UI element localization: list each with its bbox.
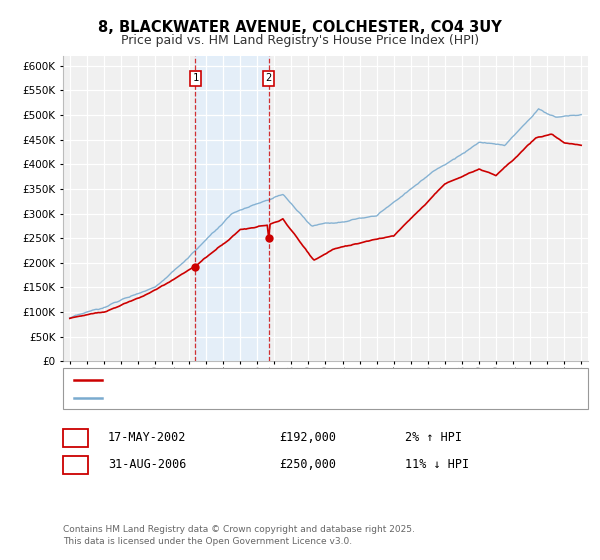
Text: 1: 1: [193, 73, 199, 83]
Text: 8, BLACKWATER AVENUE, COLCHESTER, CO4 3UY (detached house): 8, BLACKWATER AVENUE, COLCHESTER, CO4 3U…: [108, 375, 485, 385]
Text: £192,000: £192,000: [279, 431, 336, 445]
Text: Contains HM Land Registry data © Crown copyright and database right 2025.
This d: Contains HM Land Registry data © Crown c…: [63, 525, 415, 546]
Text: Price paid vs. HM Land Registry's House Price Index (HPI): Price paid vs. HM Land Registry's House …: [121, 34, 479, 46]
Text: 31-AUG-2006: 31-AUG-2006: [108, 458, 187, 472]
Text: HPI: Average price, detached house, Colchester: HPI: Average price, detached house, Colc…: [108, 393, 374, 403]
Bar: [196, 56, 269, 361]
Text: 2: 2: [72, 458, 79, 472]
Text: 2: 2: [265, 73, 272, 83]
Text: 1: 1: [72, 431, 79, 445]
Text: 2% ↑ HPI: 2% ↑ HPI: [405, 431, 462, 445]
Text: 8, BLACKWATER AVENUE, COLCHESTER, CO4 3UY: 8, BLACKWATER AVENUE, COLCHESTER, CO4 3U…: [98, 20, 502, 35]
Text: £250,000: £250,000: [279, 458, 336, 472]
Text: 17-MAY-2002: 17-MAY-2002: [108, 431, 187, 445]
Text: 11% ↓ HPI: 11% ↓ HPI: [405, 458, 469, 472]
